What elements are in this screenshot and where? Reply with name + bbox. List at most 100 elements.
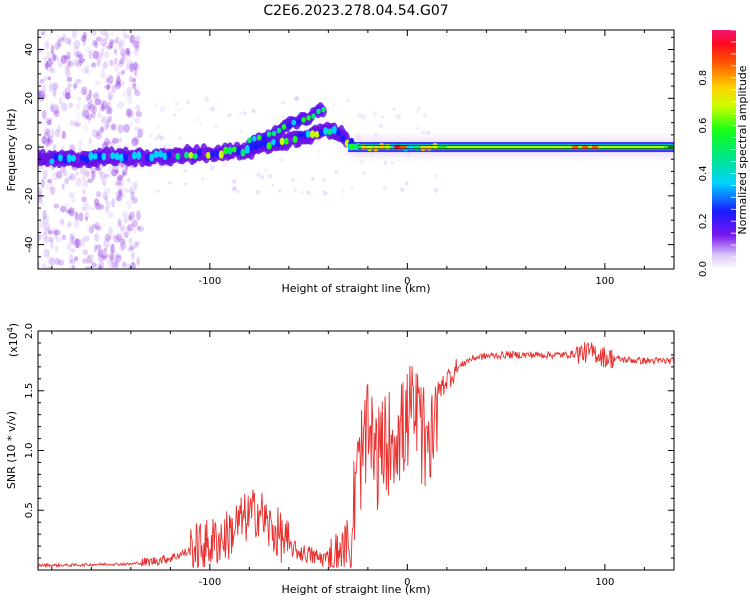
spectrogram-noise-point	[78, 56, 84, 63]
spectrogram-noise-point	[124, 64, 131, 71]
spectrogram-noise-point	[81, 206, 85, 212]
spectrogram-trace-point	[310, 130, 316, 139]
spectrogram-noise-point	[87, 102, 92, 110]
spectrogram-noise-point	[231, 186, 237, 192]
spectrogram-noise-point	[45, 139, 50, 148]
spectrogram-noise-point	[201, 177, 205, 181]
spectrogram-noise-point	[68, 61, 75, 67]
spectrogram-noise-point	[184, 182, 188, 186]
spectrogram-noise-point	[54, 42, 60, 51]
spectrogram-noise-point	[41, 109, 47, 120]
spectrogram-trace-point	[366, 145, 373, 152]
spectrogram-noise-point	[98, 254, 104, 262]
spectrogram-noise-point	[58, 96, 63, 106]
spectrogram-noise-point	[130, 185, 137, 195]
spectrogram-noise-point	[120, 225, 127, 235]
spectrogram-noise-point	[88, 89, 92, 98]
spectrogram-noise-point	[109, 252, 114, 261]
spectrogram-noise-point	[95, 52, 103, 62]
spectrogram-noise-point	[135, 104, 141, 112]
spectrogram-noise-point	[110, 243, 115, 254]
spectrogram-noise-point	[97, 249, 104, 258]
spectrogram-panel: -100 0 100 -40 -20 0 20 40 Height of straight l…	[5, 29, 675, 295]
colorbar-tick-label: 0.4	[698, 165, 709, 181]
spectrogram-noise-point	[112, 181, 120, 186]
spectrogram-trace-point	[257, 141, 263, 148]
snr-marks	[38, 341, 674, 569]
spectrogram-noise-point	[137, 240, 142, 245]
spectrogram-noise-point	[113, 235, 120, 244]
spectrogram-noise-point	[92, 93, 99, 99]
spectrogram-noise-point	[104, 173, 110, 178]
spectrogram-noise-point	[65, 37, 72, 45]
spectrogram-noise-point	[129, 187, 134, 195]
spectrogram-noise-point	[44, 41, 50, 51]
spectrogram-noise-point	[66, 59, 71, 70]
spectrogram-noise-point	[136, 225, 141, 231]
spectrogram-trace-point	[162, 152, 168, 161]
spectrogram-noise-point	[322, 190, 328, 196]
spectrogram-noise-point	[90, 168, 96, 174]
spectrogram-noise-point	[111, 169, 118, 177]
spectrogram-noise-point	[87, 224, 94, 233]
spectrogram-trace-point	[414, 144, 421, 151]
spectrogram-noise-point	[121, 53, 126, 61]
spectrogram-noise-point	[130, 261, 136, 269]
spectrogram-noise-point	[96, 203, 104, 211]
spectrogram-noise-point	[117, 188, 123, 193]
spectrogram-noise-point	[96, 59, 101, 68]
spectrogram-noise-point	[54, 257, 60, 265]
spectrogram-noise-point	[52, 203, 59, 210]
spectrogram-noise-point	[47, 76, 52, 81]
spectrogram-trace-point	[372, 145, 379, 152]
spectrogram-noise-point	[94, 202, 102, 210]
spectrogram-noise-point	[115, 83, 122, 88]
spectrogram-noise-point	[99, 126, 104, 133]
spectrogram-noise-point	[332, 103, 336, 107]
spectrogram-noise-point	[82, 258, 88, 264]
spectrogram-noise-point	[68, 175, 72, 180]
spectrogram-noise-point	[71, 264, 76, 269]
spectrogram-noise-point	[80, 35, 87, 42]
spectrogram-trace-point	[166, 151, 172, 159]
spectrogram-noise-point	[362, 171, 366, 175]
spectrogram-noise-point	[118, 58, 124, 65]
spectrogram-noise-point	[119, 39, 125, 48]
spectrogram-noise-point	[117, 80, 125, 87]
spectrogram-noise-point	[137, 225, 144, 232]
spectrogram-trace-point	[305, 130, 311, 138]
spectrogram-noise-point	[126, 59, 133, 69]
spectrogram-trace-point	[218, 150, 224, 159]
spectrogram-noise-point	[112, 250, 118, 258]
spectrogram-noise-point	[52, 83, 60, 90]
colorbar-ticks: 0.0 0.2 0.4 0.6 0.8	[698, 29, 736, 277]
spectrogram-noise-point	[109, 39, 114, 45]
spectrogram-noise-point	[52, 53, 56, 62]
spectrogram-noise-point	[126, 109, 134, 118]
spectrogram-trace-point	[75, 157, 81, 164]
spectrogram-noise-point	[236, 189, 240, 194]
spectrogram-trace-point	[291, 119, 297, 126]
spectrogram-noise-point	[382, 185, 387, 191]
spectrogram-noise-point	[89, 100, 93, 109]
spectrogram-noise-point	[74, 59, 80, 67]
spectrogram-noise-point	[300, 191, 304, 194]
spectrogram-noise-point	[93, 198, 100, 206]
spectrogram-noise-point	[100, 99, 106, 109]
spectrogram-noise-point	[155, 189, 160, 194]
spectrogram-noise-point	[122, 91, 127, 97]
spectrogram-noise-point	[53, 229, 61, 236]
spectrogram-noise-point	[94, 221, 100, 230]
spectrogram-noise-point	[126, 86, 132, 97]
spectrogram-noise-point	[134, 241, 140, 249]
spectrogram-noise-point	[107, 106, 113, 115]
spectrogram-noise-point	[87, 115, 91, 125]
spectrogram-noise-point	[126, 95, 133, 106]
spectrogram-noise-point	[91, 223, 96, 229]
spectrogram-frame	[37, 29, 675, 270]
spectrogram-xlabel: Height of straight line (km)	[281, 282, 430, 295]
spectrogram-noise-point	[277, 189, 282, 193]
spectrogram-trace-point	[296, 118, 302, 125]
spectrogram-noise-point	[79, 166, 87, 175]
